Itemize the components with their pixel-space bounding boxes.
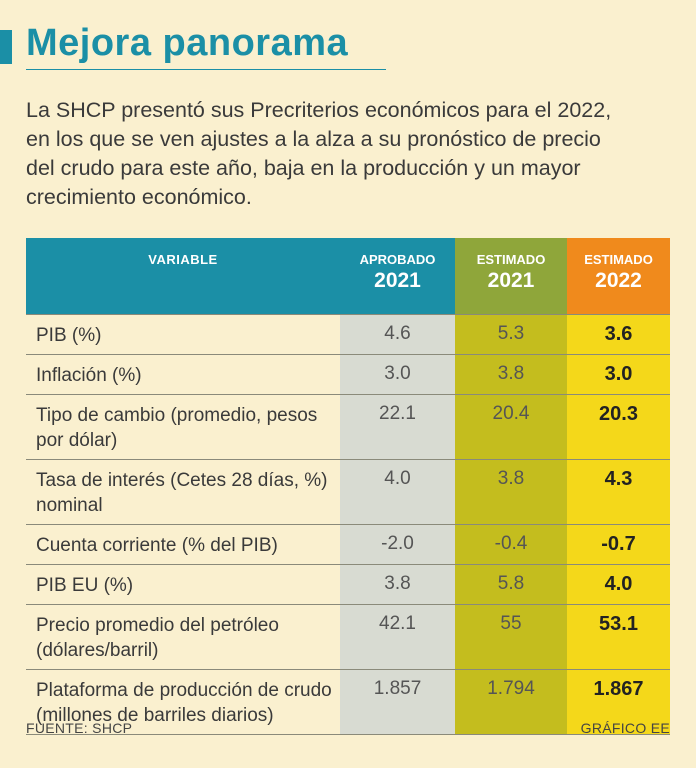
row-variable: Precio promedio del petróleo (dólares/ba… (26, 604, 340, 670)
source-note: FUENTE: SHCP (26, 720, 133, 736)
row-value-estimado-2021: 5.8 (455, 564, 567, 605)
row-value-estimado-2021: 5.3 (455, 314, 567, 355)
page-title: Mejora panorama (26, 22, 349, 64)
header-label: APROBADO (359, 252, 436, 267)
row-value-estimado-2022: -0.7 (567, 524, 670, 565)
title-underline (26, 69, 386, 70)
table-row: PIB EU (%) 3.8 5.8 4.0 (26, 564, 670, 605)
row-variable: Inflación (%) (26, 354, 340, 395)
row-value-aprobado-2021: -2.0 (340, 524, 455, 565)
table-row: Tipo de cambio (promedio, pesos por dóla… (26, 394, 670, 460)
table-row: Plataforma de producción de crudo (millo… (26, 669, 670, 735)
header-estimado-2021: ESTIMADO 2021 (455, 238, 567, 315)
row-value-estimado-2021: 55 (455, 604, 567, 670)
header-label: ESTIMADO (584, 252, 653, 267)
row-value-aprobado-2021: 4.0 (340, 459, 455, 525)
graphic-credit: GRÁFICO EE (580, 720, 670, 736)
table-row: Cuenta corriente (% del PIB) -2.0 -0.4 -… (26, 524, 670, 565)
table-row: Inflación (%) 3.0 3.8 3.0 (26, 354, 670, 395)
row-variable: PIB (%) (26, 314, 340, 355)
table-row: Precio promedio del petróleo (dólares/ba… (26, 604, 670, 670)
table-header-row: VARIABLE APROBADO 2021 ESTIMADO 2021 EST… (26, 238, 670, 315)
row-value-estimado-2021: 3.8 (455, 354, 567, 395)
row-value-estimado-2022: 3.6 (567, 314, 670, 355)
header-year: 2021 (374, 269, 421, 292)
row-variable: PIB EU (%) (26, 564, 340, 605)
row-value-estimado-2022: 3.0 (567, 354, 670, 395)
header-variable: VARIABLE (26, 238, 340, 315)
row-value-estimado-2021: 20.4 (455, 394, 567, 460)
row-value-aprobado-2021: 22.1 (340, 394, 455, 460)
row-value-estimado-2021: -0.4 (455, 524, 567, 565)
row-value-estimado-2021: 1.794 (455, 669, 567, 735)
header-year: 2022 (595, 269, 642, 292)
table-row: Tasa de interés (Cetes 28 días, %) nomin… (26, 459, 670, 525)
row-value-aprobado-2021: 3.8 (340, 564, 455, 605)
row-value-aprobado-2021: 42.1 (340, 604, 455, 670)
title-accent-bar (0, 30, 12, 64)
row-variable: Tasa de interés (Cetes 28 días, %) nomin… (26, 459, 340, 525)
row-variable: Plataforma de producción de crudo (millo… (26, 669, 340, 735)
row-value-estimado-2022: 4.3 (567, 459, 670, 525)
row-value-estimado-2022: 4.0 (567, 564, 670, 605)
row-value-estimado-2022: 53.1 (567, 604, 670, 670)
row-value-estimado-2022: 20.3 (567, 394, 670, 460)
header-year: 2021 (487, 269, 535, 292)
header-label: ESTIMADO (476, 252, 546, 267)
forecast-table: VARIABLE APROBADO 2021 ESTIMADO 2021 EST… (26, 238, 670, 735)
row-variable: Tipo de cambio (promedio, pesos por dóla… (26, 394, 340, 460)
table-row: PIB (%) 4.6 5.3 3.6 (26, 314, 670, 355)
row-value-estimado-2021: 3.8 (455, 459, 567, 525)
row-value-aprobado-2021: 3.0 (340, 354, 455, 395)
row-variable: Cuenta corriente (% del PIB) (26, 524, 340, 565)
header-estimado-2022: ESTIMADO 2022 (567, 238, 670, 315)
row-value-estimado-2022: 1.867 (567, 669, 670, 735)
intro-paragraph: La SHCP presentó sus Precriterios económ… (26, 98, 612, 209)
row-value-aprobado-2021: 4.6 (340, 314, 455, 355)
row-value-aprobado-2021: 1.857 (340, 669, 455, 735)
header-aprobado-2021: APROBADO 2021 (340, 238, 455, 315)
